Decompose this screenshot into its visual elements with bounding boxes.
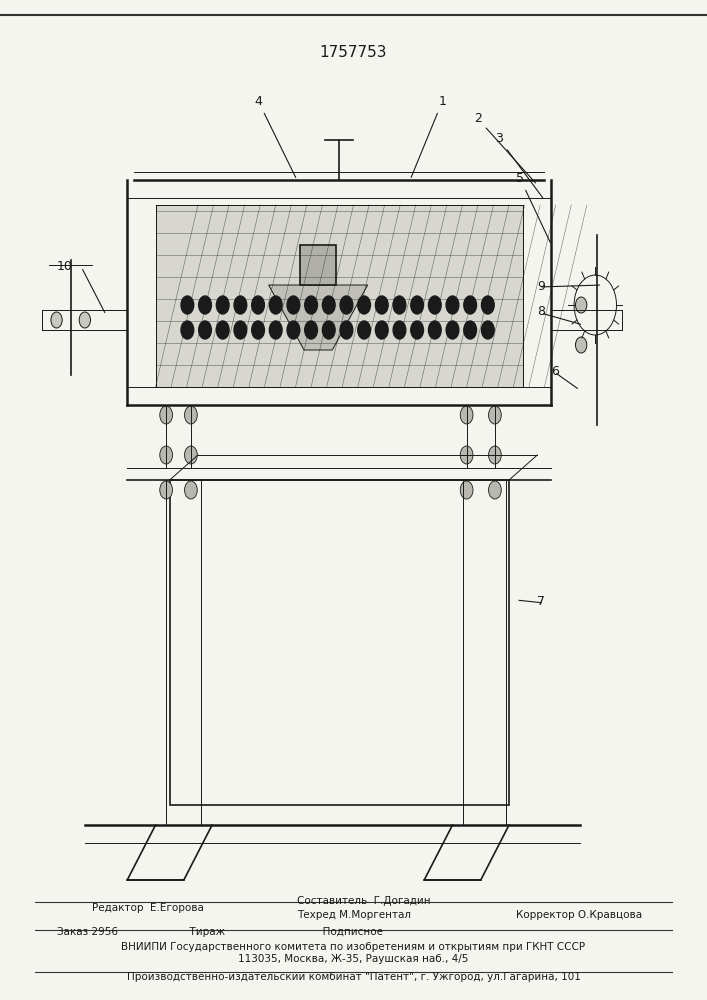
Circle shape bbox=[234, 296, 247, 314]
Text: ВНИИПИ Государственного комитета по изобретениям и открытиям при ГКНТ СССР: ВНИИПИ Государственного комитета по изоб… bbox=[122, 942, 585, 952]
Circle shape bbox=[199, 321, 211, 339]
Circle shape bbox=[375, 296, 388, 314]
Text: 9: 9 bbox=[537, 280, 545, 293]
Text: 6: 6 bbox=[551, 365, 559, 378]
Circle shape bbox=[185, 446, 197, 464]
Circle shape bbox=[181, 296, 194, 314]
Text: Составитель  Г.Догадин: Составитель Г.Догадин bbox=[297, 896, 431, 906]
Circle shape bbox=[185, 406, 197, 424]
Circle shape bbox=[160, 446, 173, 464]
Circle shape bbox=[411, 296, 423, 314]
Bar bbox=[156, 205, 523, 387]
Text: Редактор  Е.Егорова: Редактор Е.Егорова bbox=[92, 903, 204, 913]
Circle shape bbox=[51, 312, 62, 328]
Circle shape bbox=[481, 296, 494, 314]
Circle shape bbox=[269, 296, 282, 314]
Polygon shape bbox=[269, 285, 368, 350]
Circle shape bbox=[393, 296, 406, 314]
Circle shape bbox=[79, 312, 90, 328]
Circle shape bbox=[460, 406, 473, 424]
Circle shape bbox=[234, 321, 247, 339]
Circle shape bbox=[575, 297, 587, 313]
Circle shape bbox=[305, 321, 317, 339]
Text: Техред М.Моргентал: Техред М.Моргентал bbox=[297, 910, 411, 920]
Text: Заказ 2956                      Тираж                              Подписное: Заказ 2956 Тираж Подписное bbox=[57, 927, 382, 937]
Circle shape bbox=[199, 296, 211, 314]
Circle shape bbox=[428, 321, 441, 339]
Circle shape bbox=[375, 321, 388, 339]
Circle shape bbox=[181, 321, 194, 339]
Circle shape bbox=[464, 296, 477, 314]
Circle shape bbox=[393, 321, 406, 339]
Text: 4: 4 bbox=[255, 95, 296, 178]
Circle shape bbox=[322, 296, 335, 314]
Text: 1757753: 1757753 bbox=[320, 45, 387, 60]
Text: 1: 1 bbox=[411, 95, 446, 177]
Bar bbox=[300, 245, 336, 285]
Text: 7: 7 bbox=[537, 595, 545, 608]
Circle shape bbox=[269, 321, 282, 339]
Bar bbox=[170, 480, 509, 805]
Text: 113035, Москва, Ж-35, Раушская наб., 4/5: 113035, Москва, Ж-35, Раушская наб., 4/5 bbox=[238, 954, 469, 964]
Circle shape bbox=[460, 446, 473, 464]
Circle shape bbox=[358, 296, 370, 314]
Circle shape bbox=[489, 481, 501, 499]
Circle shape bbox=[358, 321, 370, 339]
Text: 10: 10 bbox=[57, 260, 72, 273]
Text: 3: 3 bbox=[495, 132, 543, 198]
Circle shape bbox=[460, 481, 473, 499]
Circle shape bbox=[446, 296, 459, 314]
Text: Производственно-издательский комбинат "Патент", г. Ужгород, ул.Гагарина, 101: Производственно-издательский комбинат "П… bbox=[127, 972, 580, 982]
Circle shape bbox=[464, 321, 477, 339]
Circle shape bbox=[287, 321, 300, 339]
Circle shape bbox=[252, 296, 264, 314]
Circle shape bbox=[252, 321, 264, 339]
Circle shape bbox=[411, 321, 423, 339]
Circle shape bbox=[575, 337, 587, 353]
Text: Корректор О.Кравцова: Корректор О.Кравцова bbox=[516, 910, 642, 920]
Circle shape bbox=[160, 481, 173, 499]
Circle shape bbox=[428, 296, 441, 314]
Circle shape bbox=[489, 406, 501, 424]
Circle shape bbox=[185, 481, 197, 499]
Text: 5: 5 bbox=[516, 172, 550, 242]
Circle shape bbox=[446, 321, 459, 339]
Circle shape bbox=[160, 406, 173, 424]
Circle shape bbox=[216, 321, 229, 339]
Circle shape bbox=[481, 321, 494, 339]
Circle shape bbox=[340, 296, 353, 314]
Circle shape bbox=[287, 296, 300, 314]
Circle shape bbox=[322, 321, 335, 339]
Circle shape bbox=[340, 321, 353, 339]
Circle shape bbox=[305, 296, 317, 314]
Circle shape bbox=[489, 446, 501, 464]
Circle shape bbox=[216, 296, 229, 314]
Text: 8: 8 bbox=[537, 305, 545, 318]
Text: 2: 2 bbox=[474, 112, 535, 183]
